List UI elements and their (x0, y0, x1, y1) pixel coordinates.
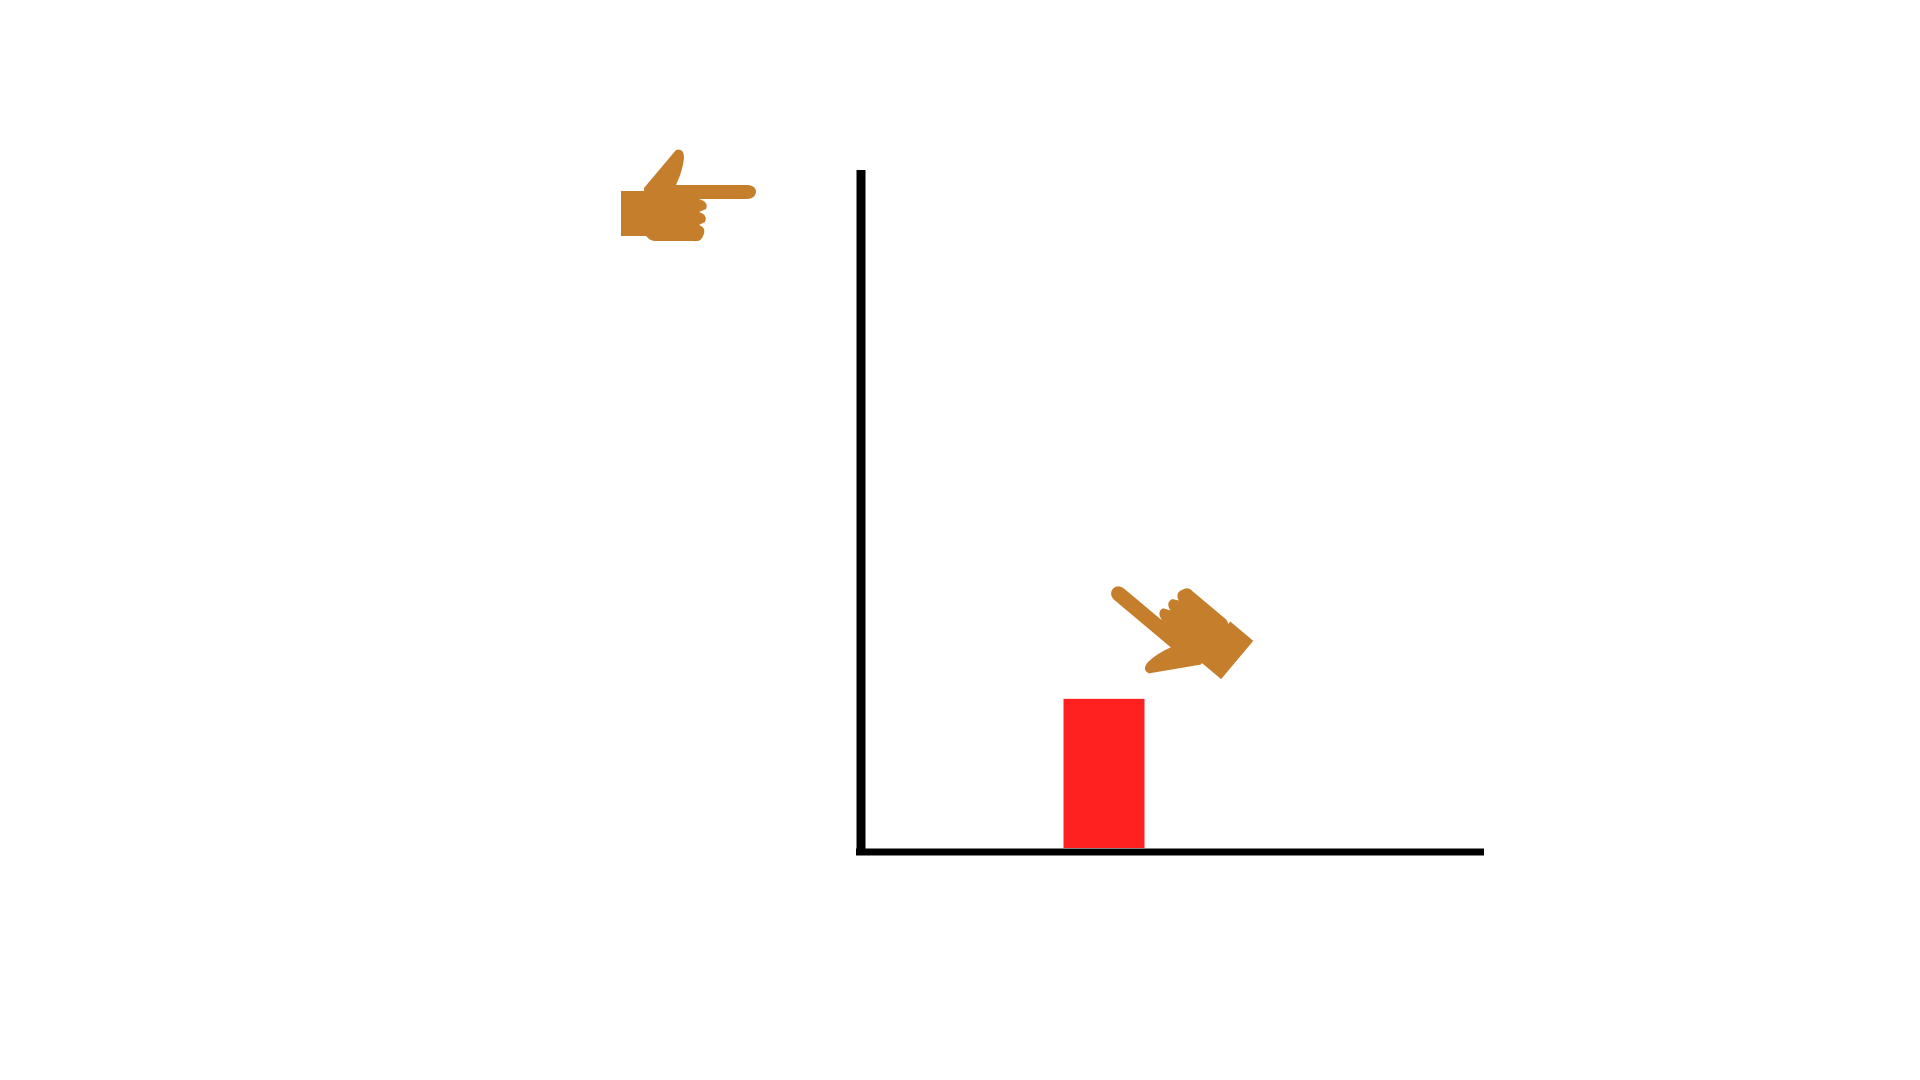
bar-0 (1063, 698, 1145, 848)
axes (856, 170, 1484, 856)
pointing-hand-down-left-icon (1111, 586, 1254, 680)
pointing-hand-right-icon (621, 149, 756, 242)
bar-series (1063, 698, 1145, 848)
